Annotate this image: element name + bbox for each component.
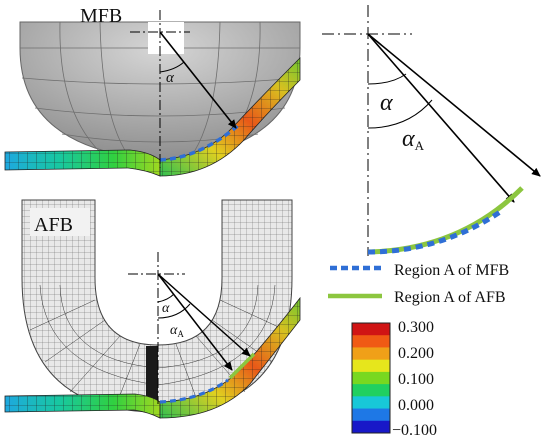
mfb-region-a-dashed	[159, 122, 242, 162]
afb-angle-a-arrow	[157, 273, 251, 357]
schematic-angle-arrow	[367, 33, 515, 203]
afb-angle-a-label: αA	[170, 323, 184, 339]
schematic-angle-a-arc	[367, 99, 433, 129]
colorbar-bands	[352, 323, 390, 434]
colorbar-frame	[351, 322, 391, 434]
colorbar-band	[352, 347, 390, 361]
colorbar-band	[352, 335, 390, 348]
afb-blank-strip-left-mesh	[5, 394, 160, 418]
afb-panel-label: AFB	[34, 214, 73, 236]
mfb-angle-label: α	[166, 70, 175, 86]
colorbar-band	[352, 323, 390, 336]
schematic-region-a-mfb	[367, 209, 502, 255]
colorbar-tick-1: 0.200	[398, 345, 434, 362]
colorbar: 0.300 0.200 0.100 0.000 −0.100	[351, 319, 437, 438]
afb-angle-a-arc	[157, 303, 191, 319]
mfb-angle-arrow	[159, 31, 237, 129]
colorbar-tick-3: 0.000	[398, 397, 434, 414]
schematic-angle-a-arrow	[367, 33, 541, 177]
colorbar-band	[352, 408, 390, 422]
schematic-angle-a-label: αA	[402, 126, 425, 153]
schematic-panel: α αA	[322, 5, 541, 256]
mfb-blank-strip-right-mesh	[160, 58, 300, 176]
schematic-angle-arc	[367, 73, 407, 85]
afb-u-tool-mesh	[22, 200, 292, 412]
mfb-angle-arc	[159, 61, 185, 73]
colorbar-tick-0: 0.300	[398, 319, 434, 336]
colorbar-tick-2: 0.100	[398, 371, 434, 388]
legend-label-mfb: Region A of MFB	[394, 262, 509, 279]
mfb-blank-strip-left-mesh	[5, 150, 160, 176]
schematic-angle-label: α	[380, 90, 393, 116]
colorbar-tick-4: −0.100	[392, 422, 437, 438]
legend-label-afb: Region A of AFB	[394, 289, 506, 306]
legend: Region A of MFB Region A of AFB	[328, 262, 509, 306]
afb-region-a-solid	[228, 352, 256, 380]
mfb-dome-cutout	[148, 22, 184, 54]
afb-angle-label: α	[162, 301, 170, 316]
mfb-panel-label: MFB	[80, 5, 122, 27]
colorbar-band	[352, 420, 390, 434]
afb-dense-mesh-region	[146, 346, 158, 402]
afb-blank-strip-right-mesh	[160, 298, 300, 418]
schematic-region-a-afb	[367, 186, 524, 255]
afb-label-box	[30, 208, 90, 236]
colorbar-band	[352, 396, 390, 410]
afb-angle-arc	[157, 293, 175, 303]
afb-angle-arrow	[157, 273, 233, 371]
colorbar-band	[352, 384, 390, 397]
colorbar-band	[352, 371, 390, 385]
colorbar-band	[352, 359, 390, 373]
mfb-panel: α MFB	[4, 5, 301, 177]
afb-panel: AFB α αA	[4, 199, 301, 419]
